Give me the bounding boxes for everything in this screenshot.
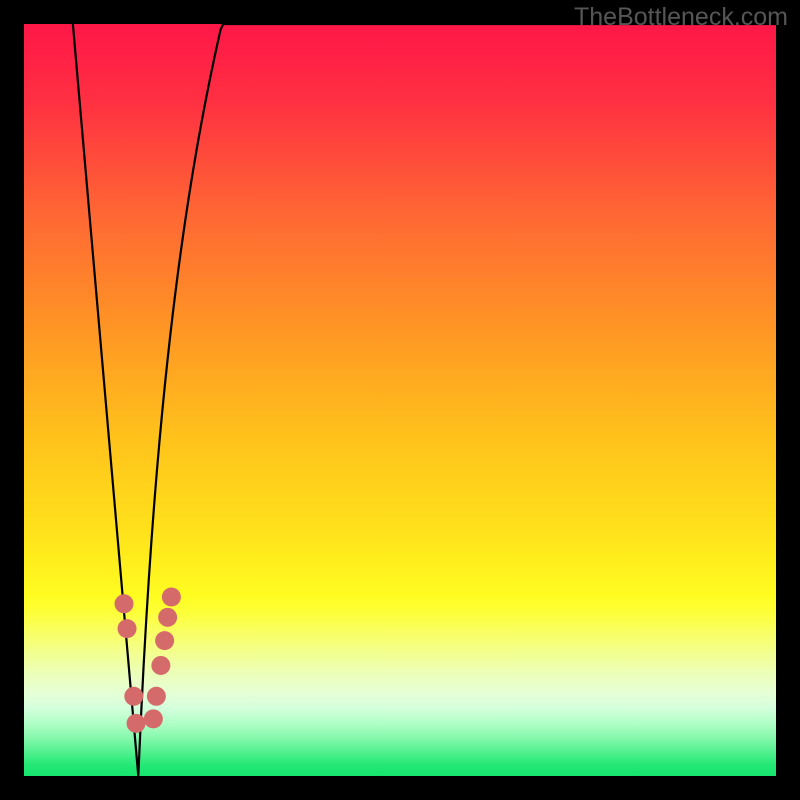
data-dot xyxy=(147,687,166,706)
gradient-background xyxy=(24,24,776,776)
data-dot xyxy=(144,709,163,728)
data-dot xyxy=(155,631,174,650)
data-dot xyxy=(115,594,134,613)
plot-area xyxy=(24,24,776,776)
data-dot xyxy=(127,714,146,733)
data-dot xyxy=(162,588,181,607)
data-dot xyxy=(118,619,137,638)
data-dot xyxy=(158,608,177,627)
chart-svg xyxy=(24,24,776,776)
watermark-text: TheBottleneck.com xyxy=(574,3,788,32)
data-dot xyxy=(151,656,170,675)
data-dot xyxy=(124,687,143,706)
